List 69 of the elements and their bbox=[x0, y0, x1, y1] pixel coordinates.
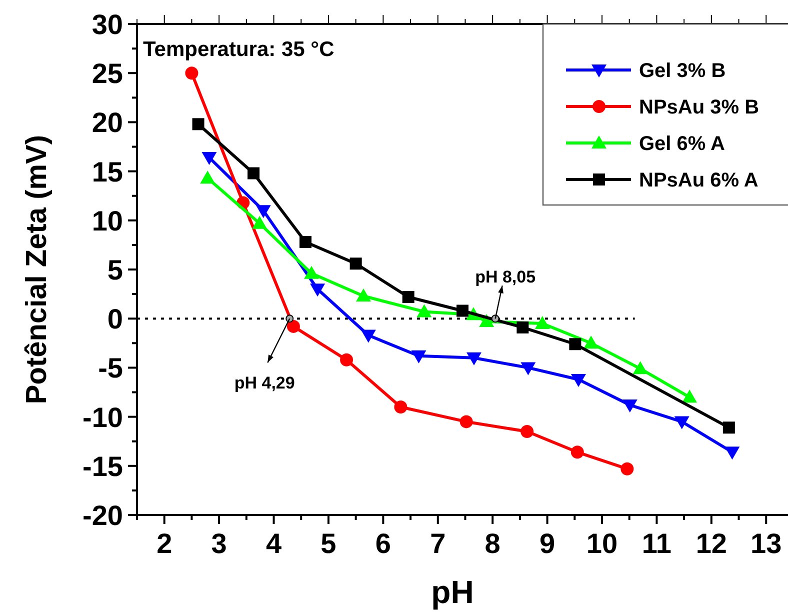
point bbox=[570, 446, 584, 459]
point bbox=[411, 350, 426, 364]
legend-label: NPsAu 3% B bbox=[639, 96, 760, 118]
point bbox=[722, 422, 735, 434]
y-tick-label: -15 bbox=[82, 450, 123, 482]
point bbox=[682, 390, 698, 403]
point bbox=[516, 321, 529, 334]
point bbox=[299, 236, 312, 248]
point bbox=[192, 118, 204, 130]
point bbox=[360, 330, 376, 343]
point bbox=[620, 462, 634, 476]
x-tick-label: 2 bbox=[156, 528, 172, 559]
point bbox=[632, 361, 648, 374]
y-tick-label: 5 bbox=[107, 254, 123, 286]
x-tick-label: 13 bbox=[750, 528, 782, 559]
point bbox=[584, 336, 599, 349]
point bbox=[356, 288, 371, 302]
y-tick-label: -20 bbox=[82, 500, 123, 531]
y-axis-title: Potêncial Zeta (mV) bbox=[21, 134, 53, 404]
x-tick-label: 10 bbox=[586, 528, 618, 559]
annotation: pH 4,29 bbox=[234, 374, 295, 393]
point bbox=[304, 266, 320, 279]
x-tick-label: 5 bbox=[320, 528, 336, 559]
y-tick-label: 0 bbox=[107, 304, 123, 335]
point bbox=[286, 320, 300, 333]
y-tick-label: 30 bbox=[92, 9, 123, 40]
point bbox=[252, 216, 268, 229]
point bbox=[460, 415, 473, 428]
point bbox=[185, 66, 198, 80]
point bbox=[456, 304, 468, 317]
x-tick-label: 4 bbox=[266, 528, 282, 559]
y-tick-label: 10 bbox=[92, 205, 123, 236]
point bbox=[340, 353, 354, 366]
y-tick-label: 25 bbox=[92, 58, 123, 90]
y-tick-label: 15 bbox=[92, 156, 123, 188]
point bbox=[724, 446, 740, 460]
point bbox=[248, 167, 260, 180]
x-tick-label: 7 bbox=[430, 528, 446, 559]
y-tick-label: -5 bbox=[98, 352, 123, 384]
point bbox=[200, 170, 216, 184]
annotation: pH 8,05 bbox=[475, 268, 536, 287]
x-tick-label: 8 bbox=[484, 528, 500, 559]
point bbox=[310, 284, 326, 297]
legend-label: Gel 6% A bbox=[639, 133, 725, 155]
y-tick-label: -10 bbox=[82, 402, 123, 433]
point bbox=[570, 374, 586, 387]
x-tick-label: 6 bbox=[375, 528, 391, 559]
point bbox=[569, 338, 582, 350]
x-axis-title: pH bbox=[431, 574, 474, 610]
point bbox=[202, 152, 217, 166]
point bbox=[674, 416, 690, 430]
point bbox=[466, 352, 482, 366]
x-tick-label: 9 bbox=[540, 528, 556, 559]
x-tick-label: 11 bbox=[642, 528, 672, 559]
x-tick-label: 12 bbox=[696, 528, 727, 559]
y-tick-label: 20 bbox=[92, 107, 123, 138]
point bbox=[520, 362, 536, 376]
legend-label: Gel 3% B bbox=[639, 60, 726, 82]
point bbox=[402, 290, 414, 303]
point bbox=[350, 258, 362, 270]
legend-label: NPsAu 6% A bbox=[639, 170, 758, 192]
point bbox=[622, 400, 638, 413]
point bbox=[416, 304, 432, 318]
point bbox=[394, 400, 408, 414]
point bbox=[520, 425, 534, 438]
x-tick-label: 3 bbox=[211, 528, 227, 559]
point bbox=[256, 205, 271, 218]
annotation: Temperatura: 35 °C bbox=[143, 38, 334, 61]
point bbox=[534, 316, 550, 330]
